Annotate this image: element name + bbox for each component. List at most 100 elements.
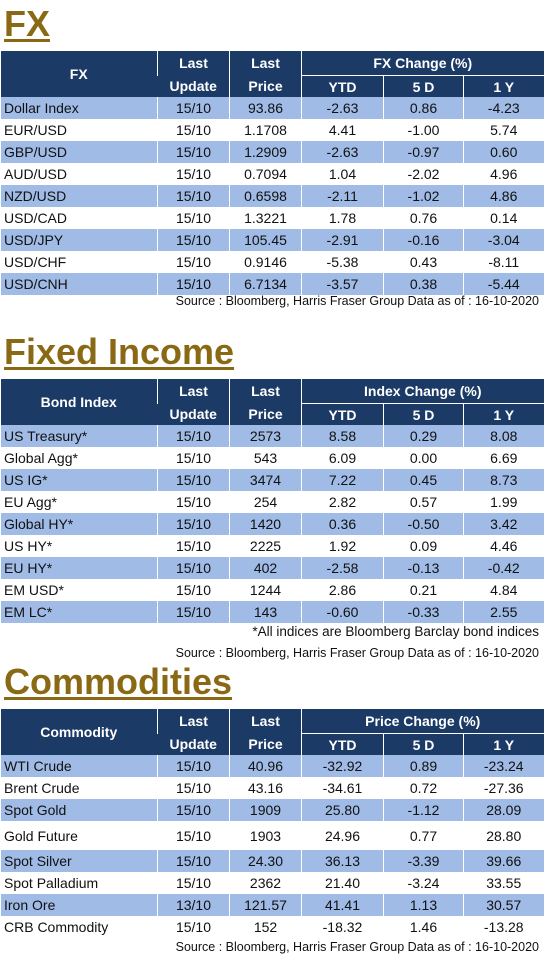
cell-1y: -0.42 xyxy=(462,557,544,579)
cell-last-price: 143 xyxy=(229,601,302,623)
cell-name: EU HY* xyxy=(0,557,158,579)
cell-name: Dollar Index xyxy=(0,97,158,119)
cell-ytd: 1.92 xyxy=(301,535,384,557)
cell-last-update: 15/10 xyxy=(157,273,230,295)
header-last-price-top: Last xyxy=(229,379,302,404)
cell-5d: 0.00 xyxy=(383,447,464,469)
cell-ytd: 25.80 xyxy=(301,799,384,821)
cell-last-price: 121.57 xyxy=(229,894,302,916)
table-row: USD/JPY 15/10 105.45 -2.91 -0.16 -3.04 xyxy=(0,229,544,251)
header-update: Update xyxy=(157,403,230,425)
cell-last-update: 15/10 xyxy=(157,755,230,777)
cell-ytd: 2.86 xyxy=(301,579,384,601)
table-row: AUD/USD 15/10 0.7094 1.04 -2.02 4.96 xyxy=(0,163,544,185)
cell-5d: 0.86 xyxy=(383,97,464,119)
header-name: FX xyxy=(0,51,158,97)
cell-1y: -13.28 xyxy=(463,916,544,938)
cell-last-price: 0.6598 xyxy=(229,185,302,207)
cell-name: Gold Future xyxy=(0,821,158,850)
cell-1y: 28.09 xyxy=(463,799,544,821)
header-change-group: Index Change (%) xyxy=(300,379,544,404)
table-row: EU HY* 15/10 402 -2.58 -0.13 -0.42 xyxy=(0,557,544,579)
cell-1y: -8.11 xyxy=(463,251,544,273)
cell-last-update: 15/10 xyxy=(157,469,230,491)
cell-last-update: 15/10 xyxy=(157,229,230,251)
cell-last-price: 43.16 xyxy=(229,777,302,799)
table-row: WTI Crude 15/10 40.96 -32.92 0.89 -23.24 xyxy=(0,755,544,777)
table-row: US Treasury* 15/10 2573 8.58 0.29 8.08 xyxy=(0,425,544,447)
header-last-update-top: Last xyxy=(157,379,230,404)
cell-last-price: 3474 xyxy=(229,469,302,491)
cell-ytd: 21.40 xyxy=(301,872,384,894)
cell-1y: 4.84 xyxy=(462,579,544,601)
cell-name: Iron Ore xyxy=(0,894,158,916)
cell-ytd: -2.63 xyxy=(301,141,384,163)
cell-5d: 0.43 xyxy=(383,251,464,273)
cell-ytd: 4.41 xyxy=(301,119,384,141)
cell-1y: 0.14 xyxy=(463,207,544,229)
cell-name: USD/JPY xyxy=(0,229,158,251)
cell-last-update: 15/10 xyxy=(157,447,230,469)
cell-ytd: 1.78 xyxy=(301,207,384,229)
table-row: Dollar Index 15/10 93.86 -2.63 0.86 -4.23 xyxy=(0,97,544,119)
cell-last-price: 24.30 xyxy=(229,850,302,872)
cell-name: EU Agg* xyxy=(0,491,158,513)
cell-5d: 0.89 xyxy=(383,755,464,777)
cell-last-update: 15/10 xyxy=(157,163,230,185)
cell-5d: -3.24 xyxy=(383,872,464,894)
header-5d: 5 D xyxy=(383,733,464,755)
cell-1y: 1.99 xyxy=(462,491,544,513)
header-last-price-top: Last xyxy=(229,709,302,734)
cell-1y: -5.44 xyxy=(463,273,544,295)
cell-name: EUR/USD xyxy=(0,119,158,141)
cell-1y: 30.57 xyxy=(463,894,544,916)
cell-last-update: 15/10 xyxy=(157,799,230,821)
cell-last-price: 0.9146 xyxy=(229,251,302,273)
cell-name: Global Agg* xyxy=(0,447,158,469)
cell-last-price: 402 xyxy=(229,557,302,579)
cell-5d: -0.13 xyxy=(383,557,464,579)
cell-1y: 33.55 xyxy=(463,872,544,894)
cell-5d: -1.00 xyxy=(383,119,464,141)
cell-ytd: 1.04 xyxy=(301,163,384,185)
cell-ytd: -2.58 xyxy=(301,557,384,579)
cell-ytd: 6.09 xyxy=(301,447,384,469)
cell-5d: -1.12 xyxy=(383,799,464,821)
cell-last-update: 15/10 xyxy=(157,97,230,119)
fixed-income-section-title: Fixed Income xyxy=(4,331,235,372)
cell-1y: 39.66 xyxy=(463,850,544,872)
table-row: NZD/USD 15/10 0.6598 -2.11 -1.02 4.86 xyxy=(0,185,544,207)
table-row: EU Agg* 15/10 254 2.82 0.57 1.99 xyxy=(0,491,544,513)
cell-last-price: 543 xyxy=(229,447,302,469)
cell-name: USD/CHF xyxy=(0,251,158,273)
fx-table: FX Last Last FX Change (%) Update Price YTD 5 D… xyxy=(0,51,544,295)
cell-name: WTI Crude xyxy=(0,755,158,777)
cell-last-price: 2573 xyxy=(229,425,302,447)
cell-last-update: 15/10 xyxy=(157,119,230,141)
cell-5d: 0.57 xyxy=(383,491,464,513)
cell-5d: -1.02 xyxy=(383,185,464,207)
cell-last-update: 15/10 xyxy=(157,850,230,872)
header-1y: 1 Y xyxy=(463,733,544,755)
cell-5d: -3.39 xyxy=(383,850,464,872)
cell-5d: -0.16 xyxy=(383,229,464,251)
cell-last-update: 15/10 xyxy=(157,251,230,273)
cell-name: US Treasury* xyxy=(0,425,158,447)
table-row: Global HY* 15/10 1420 0.36 -0.50 3.42 xyxy=(0,513,544,535)
header-price: Price xyxy=(229,403,302,425)
cell-1y: -4.23 xyxy=(463,97,544,119)
cell-ytd: 0.36 xyxy=(301,513,384,535)
cell-last-price: 6.7134 xyxy=(229,273,302,295)
cell-name: US HY* xyxy=(0,535,158,557)
header-change-group: Price Change (%) xyxy=(301,709,544,734)
cell-ytd: 36.13 xyxy=(301,850,384,872)
cell-5d: -2.02 xyxy=(383,163,464,185)
cell-ytd: -2.63 xyxy=(301,97,384,119)
table-row: Spot Silver 15/10 24.30 36.13 -3.39 39.66 xyxy=(0,850,544,872)
header-ytd: YTD xyxy=(301,733,384,755)
cell-last-update: 15/10 xyxy=(157,777,230,799)
cell-name: NZD/USD xyxy=(0,185,158,207)
cell-name: AUD/USD xyxy=(0,163,158,185)
cell-5d: 0.72 xyxy=(383,777,464,799)
cell-last-update: 15/10 xyxy=(157,821,230,850)
